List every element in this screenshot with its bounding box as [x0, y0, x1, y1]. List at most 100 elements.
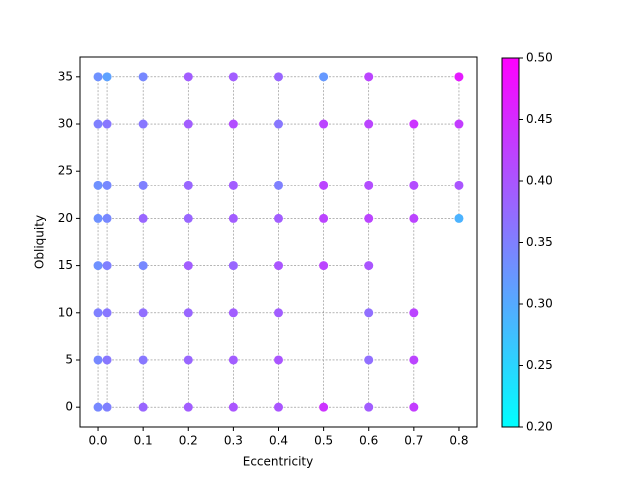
point	[364, 213, 374, 223]
point	[93, 261, 103, 271]
x-tick-label: 0.4	[269, 434, 288, 448]
point	[138, 72, 148, 82]
colorbar-tick-label: 0.40	[526, 174, 553, 188]
y-tick-label: 25	[58, 164, 73, 178]
point	[138, 213, 148, 223]
x-tick-label: 0.7	[404, 434, 423, 448]
colorbar-tick-label: 0.30	[526, 297, 553, 311]
point	[93, 355, 103, 365]
point	[183, 213, 193, 223]
point	[183, 261, 193, 271]
point	[364, 119, 374, 129]
point	[228, 402, 238, 412]
point	[138, 402, 148, 412]
y-tick-label: 0	[65, 400, 73, 414]
point	[274, 261, 283, 271]
y-tick-label: 5	[65, 352, 73, 366]
point	[93, 72, 103, 82]
point	[183, 355, 193, 365]
point	[102, 355, 112, 365]
point	[138, 180, 148, 190]
x-tick-label: 0.1	[134, 434, 153, 448]
point	[138, 119, 148, 129]
point	[409, 180, 419, 190]
point	[409, 402, 419, 412]
point	[102, 261, 112, 271]
point	[183, 119, 193, 129]
x-tick-label: 0.6	[359, 434, 378, 448]
colorbar-tick-label: 0.20	[526, 420, 553, 434]
point	[102, 72, 112, 82]
point	[319, 180, 329, 190]
point	[138, 355, 148, 365]
point	[228, 308, 238, 318]
colorbar	[501, 57, 520, 428]
point	[228, 355, 238, 365]
point	[364, 402, 374, 412]
colorbar-tick-label: 0.35	[526, 235, 553, 249]
point	[93, 180, 103, 190]
point	[409, 355, 419, 365]
point	[228, 261, 238, 271]
point	[102, 180, 112, 190]
x-axis-label: Eccentricity	[243, 455, 313, 469]
point	[454, 72, 464, 82]
point	[319, 261, 329, 271]
point	[228, 180, 238, 190]
point	[274, 308, 283, 318]
point	[274, 180, 283, 190]
point	[228, 72, 238, 82]
point	[319, 402, 329, 412]
colorbar-tick-label: 0.45	[526, 112, 553, 126]
point	[228, 213, 238, 223]
point	[409, 119, 419, 129]
point	[93, 213, 103, 223]
y-tick-label: 35	[58, 69, 73, 83]
colorbar-tick-label: 0.50	[526, 51, 553, 65]
point	[102, 308, 112, 318]
point	[409, 308, 419, 318]
point	[274, 402, 283, 412]
point	[138, 261, 148, 271]
point	[409, 213, 419, 223]
point	[102, 402, 112, 412]
point	[364, 308, 374, 318]
point	[274, 72, 283, 82]
point	[102, 119, 112, 129]
point	[183, 180, 193, 190]
y-tick-label: 10	[58, 305, 73, 319]
x-tick-label: 0.0	[88, 434, 107, 448]
point	[274, 119, 283, 129]
point	[364, 355, 374, 365]
x-tick-label: 0.3	[224, 434, 243, 448]
x-tick-label: 0.2	[179, 434, 198, 448]
point	[454, 180, 464, 190]
point	[93, 119, 103, 129]
x-tick-label: 0.8	[449, 434, 468, 448]
point	[319, 213, 329, 223]
point	[319, 72, 329, 82]
point	[183, 402, 193, 412]
y-tick-label: 15	[58, 258, 73, 272]
point	[364, 72, 374, 82]
point	[364, 180, 374, 190]
point	[183, 308, 193, 318]
point	[102, 213, 112, 223]
y-tick-label: 20	[58, 211, 73, 225]
point	[319, 119, 329, 129]
point	[454, 213, 464, 223]
y-axis-label: Obliquity	[33, 215, 47, 269]
x-tick-label: 0.5	[314, 434, 333, 448]
colorbar-tick-label: 0.25	[526, 358, 553, 372]
y-tick-label: 30	[58, 117, 73, 131]
point	[454, 119, 464, 129]
point	[274, 213, 283, 223]
point	[183, 72, 193, 82]
point	[93, 308, 103, 318]
point	[228, 119, 238, 129]
point	[274, 355, 283, 365]
point	[364, 261, 374, 271]
point	[138, 308, 148, 318]
point	[93, 402, 103, 412]
